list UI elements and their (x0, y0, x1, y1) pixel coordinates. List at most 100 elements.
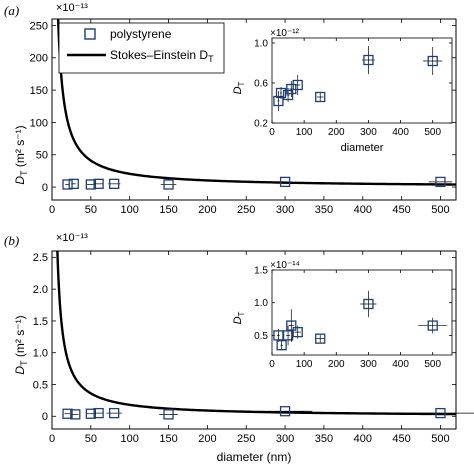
x-tick-label-inset-a-0: 0 (269, 127, 275, 138)
curve-line-b (56, 250, 457, 416)
x-tick-label-a-3: 150 (159, 204, 177, 216)
point-a-4 (109, 178, 120, 189)
panel-a: (a) ×10⁻¹³ DT (m² s⁻¹) 0 50 100 150 200 250 30… (4, 2, 457, 216)
point-b-5 (163, 409, 174, 420)
x-tick-label-inset-a-4: 400 (392, 127, 409, 138)
x-tick-label-a-1: 50 (85, 204, 97, 216)
x-tick-label-b-2: 100 (121, 433, 139, 445)
x-tick-label-b-8: 400 (354, 433, 372, 445)
inset-ticks-b: 0 100 200 300 400 500 0.5 1.0 1.5 (254, 266, 452, 370)
inset-b: ×10⁻¹⁴ DT 0 100 200 300 400 500 0.5 1.0 1.5 (232, 260, 453, 370)
axis-ticks-a: 0 50 100 150 200 250 300 350 400 450 500 0 50 100 150 2… (30, 19, 456, 216)
y-tick-label-b-2: 1.0 (33, 348, 48, 360)
y-tick-label-inset-a-1: 0.6 (254, 79, 268, 90)
panel-b: (b) ×10⁻¹³ DT (m² s⁻¹) 0 50 100 150 200 250 30… (4, 232, 474, 464)
x-tick-label-inset-b-1: 100 (296, 359, 313, 370)
y-tick-label-inset-b-1: 1.0 (254, 298, 268, 309)
y-tick-label-a-2: 100 (30, 117, 48, 129)
x-tick-label-inset-a-1: 100 (296, 127, 313, 138)
multiplier-b: ×10⁻¹³ (56, 232, 88, 244)
x-tick-label-a-0: 0 (49, 204, 55, 216)
y-tick-label-a-5: 250 (30, 20, 48, 32)
point-inset-a-4 (292, 79, 303, 91)
point-b-1 (70, 409, 81, 420)
y-tick-label-b-5: 2.5 (33, 252, 48, 264)
legend-entry-polystyrene: polystyrene (110, 27, 172, 41)
y-tick-label-a-1: 50 (36, 150, 48, 162)
x-tick-label-b-0: 0 (49, 433, 55, 445)
point-inset-b-7 (427, 320, 438, 331)
ylabel-a: DT (m² s⁻¹) (13, 125, 29, 184)
x-tick-label-a-10: 500 (431, 204, 449, 216)
x-tick-label-inset-b-0: 0 (269, 359, 275, 370)
ylabel-b: DT (m² s⁻¹) (13, 315, 29, 374)
point-inset-a-1 (275, 87, 287, 99)
point-inset-a-2 (282, 89, 294, 101)
panel-label-b: (b) (4, 233, 19, 248)
y-tick-label-b-0: 0 (42, 411, 48, 423)
curve-line-a (56, 19, 457, 186)
x-tick-label-b-3: 150 (159, 433, 177, 445)
point-a-0 (62, 179, 73, 190)
x-tick-label-inset-b-4: 400 (392, 359, 409, 370)
y-tick-label-inset-b-2: 1.5 (254, 266, 268, 277)
point-a-1 (68, 178, 79, 189)
x-tick-label-a-7: 350 (315, 204, 333, 216)
point-a-7 (435, 176, 446, 188)
y-tick-label-a-4: 200 (30, 53, 48, 65)
y-tick-label-b-1: 0.5 (33, 379, 48, 391)
multiplier-a: ×10⁻¹³ (56, 2, 88, 14)
y-tick-label-inset-a-2: 1.0 (254, 39, 268, 50)
inset-a: ×10⁻¹² DT 0 100 200 300 400 500 0.2 0.6 1.0 diam… (232, 28, 453, 154)
inset-xlabel-a: diameter (341, 142, 384, 154)
polystyrene-points-a (62, 176, 453, 190)
point-b-0 (62, 408, 73, 419)
y-tick-label-b-3: 1.5 (33, 316, 48, 328)
x-tick-label-b-4: 200 (198, 433, 216, 445)
x-tick-label-inset-b-2: 200 (328, 359, 345, 370)
axes-frame-a (51, 18, 457, 201)
x-tick-label-inset-a-3: 300 (360, 127, 377, 138)
inset-points-a (273, 46, 443, 111)
y-tick-label-inset-a-0: 0.2 (254, 119, 268, 130)
x-tick-label-a-6: 300 (276, 204, 294, 216)
inset-points-b (273, 290, 448, 351)
point-a-3 (93, 178, 104, 189)
point-inset-b-1 (276, 340, 287, 351)
point-inset-a-7 (427, 55, 438, 67)
x-tick-label-a-2: 100 (121, 204, 139, 216)
point-inset-a-5 (315, 91, 326, 103)
point-inset-b-3 (286, 320, 297, 331)
axis-ticks-b: 0 50 100 150 200 250 300 350 400 450 500 0 0.5 1.0 1.5… (33, 251, 456, 445)
x-tick-label-a-5: 250 (237, 204, 255, 216)
point-b-7 (435, 407, 446, 419)
y-tick-label-b-4: 2.0 (33, 284, 48, 296)
point-b-6 (279, 406, 291, 417)
point-b-2 (85, 408, 96, 419)
point-b-4 (109, 407, 120, 419)
legend-entry-stokes-einstein: Stokes–Einstein DT (110, 48, 214, 64)
inset-ticks-a: 0 100 200 300 400 500 0.2 0.6 1.0 (254, 38, 452, 138)
y-tick-label-a-3: 150 (30, 85, 48, 97)
inset-multiplier-b: ×10⁻¹⁴ (270, 260, 300, 271)
inset-frame-b (271, 269, 453, 356)
point-inset-b-6 (363, 298, 374, 310)
inset-multiplier-a: ×10⁻¹² (270, 28, 300, 39)
point-a-5 (163, 179, 174, 190)
point-b-3 (93, 407, 104, 419)
x-tick-label-b-5: 250 (237, 433, 255, 445)
x-tick-label-b-6: 300 (276, 433, 294, 445)
inset-ylabel-a: DT (232, 81, 246, 94)
stokes-einstein-curve-a (56, 19, 457, 186)
x-tick-label-inset-b-3: 300 (360, 359, 377, 370)
x-tick-label-a-8: 400 (354, 204, 372, 216)
point-inset-a-6 (363, 54, 374, 66)
x-tick-label-b-7: 350 (315, 433, 333, 445)
x-tick-label-b-9: 450 (392, 433, 410, 445)
legend: polystyrene Stokes–Einstein DT (58, 22, 225, 74)
y-tick-label-a-0: 0 (42, 182, 48, 194)
inset-frame-a (271, 37, 453, 124)
x-tick-label-b-10: 500 (431, 433, 449, 445)
stokes-einstein-curve-b (56, 250, 457, 416)
